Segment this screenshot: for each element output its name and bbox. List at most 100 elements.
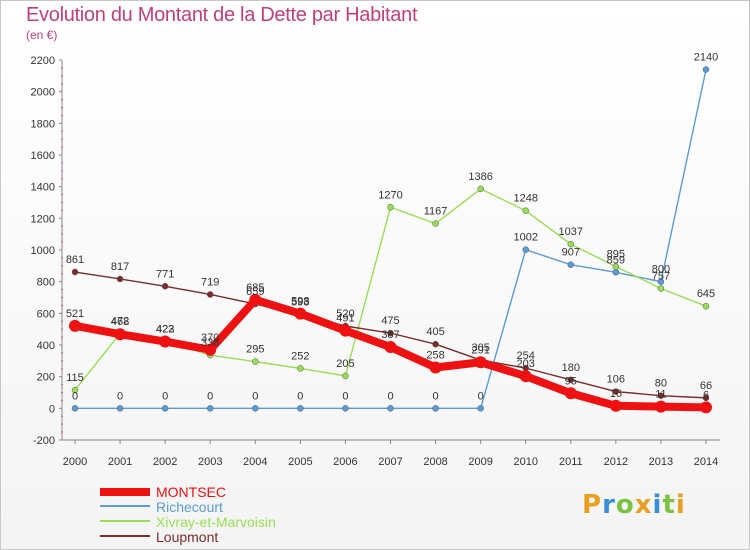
- x-tick-label: 2004: [243, 456, 267, 468]
- data-point-xivray-et-marvoisin: [71, 386, 79, 394]
- data-label-xivray-et-marvoisin: 757: [652, 270, 670, 282]
- legend: MONTSEC Richecourt Xivray-et-Marvoisin L…: [100, 484, 360, 545]
- x-tick-label: 2007: [378, 456, 402, 468]
- data-label-richecourt: 0: [207, 390, 213, 402]
- data-label-richecourt: 0: [297, 390, 303, 402]
- data-label-xivray-et-marvoisin: 1386: [468, 171, 492, 183]
- data-point-richecourt: [387, 405, 394, 412]
- data-point-xivray-et-marvoisin: [252, 358, 259, 365]
- data-point-loupmont: [702, 394, 710, 402]
- data-point-richecourt: [477, 405, 484, 412]
- data-label-richecourt: 0: [162, 390, 168, 402]
- series-line-richecourt: [74, 68, 707, 410]
- data-label-richecourt: 859: [607, 254, 625, 266]
- legend-swatch-richecourt: [100, 505, 150, 507]
- data-point-montsec: [159, 335, 172, 348]
- y-tick-label: 200: [37, 372, 55, 384]
- data-point-montsec: [339, 324, 352, 337]
- data-label-xivray-et-marvoisin: 423: [156, 323, 174, 335]
- data-point-montsec: [609, 399, 622, 412]
- data-point-xivray-et-marvoisin: [567, 240, 575, 248]
- legend-swatch-montsec: [100, 488, 150, 496]
- data-point-montsec: [564, 387, 577, 400]
- x-tick-label: 2010: [513, 456, 537, 468]
- data-point-montsec: [294, 307, 307, 320]
- legend-label-loupmont: Loupmont: [156, 529, 219, 545]
- x-tick-label: 2000: [63, 456, 87, 468]
- data-point-loupmont: [432, 340, 439, 348]
- data-point-richecourt: [567, 261, 575, 268]
- data-label-richecourt: 0: [117, 390, 123, 402]
- data-label-loupmont: 817: [111, 261, 129, 273]
- data-label-loupmont: 771: [156, 268, 174, 280]
- legend-item-montsec: MONTSEC: [100, 484, 360, 500]
- data-label-loupmont: 475: [381, 315, 399, 327]
- data-label-xivray-et-marvoisin: 1167: [424, 206, 448, 218]
- data-label-loupmont: 180: [562, 362, 580, 374]
- data-point-loupmont: [612, 388, 620, 395]
- data-point-montsec: [384, 341, 397, 354]
- x-tick-label: 2006: [333, 456, 357, 468]
- data-label-richecourt: 800: [652, 264, 670, 276]
- y-tick-label: 2200: [31, 55, 55, 67]
- data-point-xivray-et-marvoisin: [297, 365, 304, 372]
- data-label-loupmont: 254: [517, 350, 535, 362]
- data-label-loupmont: 520: [336, 308, 354, 320]
- data-label-richecourt: 2140: [694, 52, 718, 64]
- legend-item-xivray: Xivray-et-Marvoisin: [100, 514, 360, 530]
- data-point-xivray-et-marvoisin: [432, 220, 439, 227]
- data-point-xivray-et-marvoisin: [522, 207, 529, 214]
- x-tick-label: 2005: [288, 456, 312, 468]
- data-label-montsec: 258: [426, 349, 444, 361]
- data-label-richecourt: 0: [252, 390, 258, 402]
- x-tick-label: 2012: [604, 456, 628, 468]
- data-point-richecourt: [522, 246, 529, 253]
- legend-item-loupmont: Loupmont: [100, 529, 360, 545]
- y-tick-label: 1400: [31, 182, 55, 194]
- data-label-loupmont: 405: [426, 326, 444, 338]
- data-label-richecourt: 0: [387, 390, 393, 402]
- data-label-montsec: 291: [471, 344, 489, 356]
- data-point-richecourt: [432, 405, 439, 412]
- data-point-xivray-et-marvoisin: [612, 263, 620, 270]
- data-point-montsec: [69, 319, 81, 332]
- x-tick-label: 2014: [694, 456, 718, 468]
- data-label-xivray-et-marvoisin: 205: [336, 358, 354, 370]
- data-label-richecourt: 907: [562, 247, 580, 259]
- y-tick-label: 2000: [31, 87, 55, 99]
- legend-label-xivray: Xivray-et-Marvoisin: [156, 514, 276, 530]
- data-label-montsec: 468: [111, 316, 129, 328]
- legend-label-montsec: MONTSEC: [156, 484, 226, 500]
- data-label-xivray-et-marvoisin: 336: [201, 337, 219, 349]
- data-label-richecourt: 0: [342, 390, 348, 402]
- data-point-richecourt: [252, 405, 259, 412]
- data-point-richecourt: [297, 405, 304, 412]
- data-point-montsec: [700, 401, 712, 414]
- data-label-xivray-et-marvoisin: 252: [291, 350, 309, 362]
- data-label-montsec: 685: [246, 282, 264, 294]
- y-tick-label: 0: [49, 403, 55, 415]
- data-point-montsec: [519, 370, 532, 383]
- data-label-montsec: 598: [291, 296, 309, 308]
- x-tick-label: 2013: [649, 456, 673, 468]
- unit-label: (en €): [26, 28, 58, 42]
- data-label-xivray-et-marvoisin: 1270: [378, 189, 402, 201]
- data-labels-layer: 0 0 0 0 0 0 0 0 0 0 1002 907 859 800 2140 115 472 423 336 2…: [66, 52, 718, 403]
- data-label-montsec: 203: [517, 358, 535, 370]
- data-label-loupmont: 80: [655, 378, 667, 390]
- data-label-loupmont: 659: [246, 286, 264, 298]
- data-point-montsec: [474, 356, 487, 369]
- data-point-montsec: [114, 328, 127, 341]
- data-point-xivray-et-marvoisin: [387, 204, 394, 211]
- data-point-richecourt: [71, 405, 79, 412]
- data-point-montsec: [654, 400, 667, 413]
- data-label-loupmont: 305: [471, 342, 489, 354]
- data-label-xivray-et-marvoisin: 1248: [513, 193, 537, 205]
- data-label-richecourt: 0: [478, 390, 484, 402]
- legend-label-richecourt: Richecourt: [156, 499, 223, 515]
- data-point-richecourt: [116, 405, 124, 412]
- data-point-montsec: [429, 361, 442, 374]
- data-point-loupmont: [387, 329, 394, 337]
